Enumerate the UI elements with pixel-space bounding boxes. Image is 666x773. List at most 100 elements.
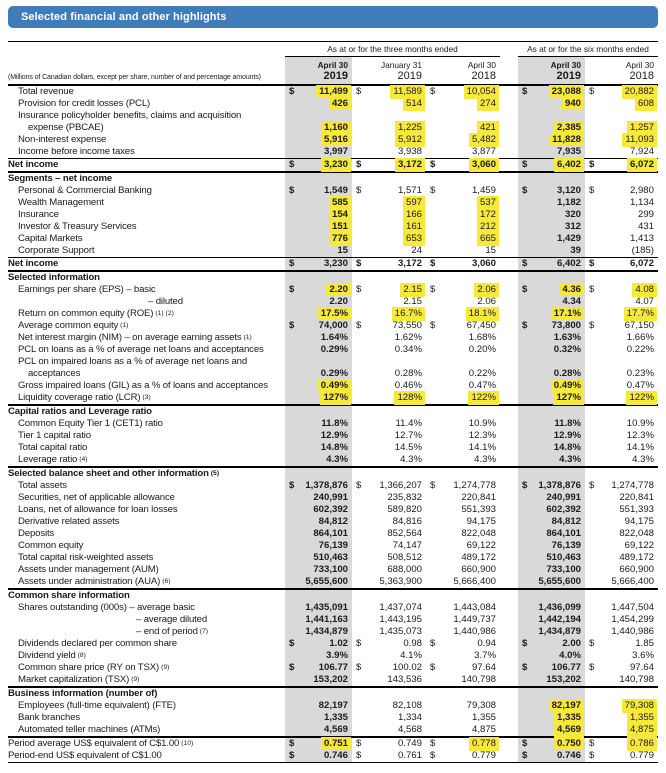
row-label: Net interest margin (NIM) – on average e…	[18, 332, 242, 343]
value: 0.29%	[320, 344, 348, 355]
value: 1.63%	[553, 332, 581, 343]
value: 1,378,876	[305, 480, 348, 491]
value-cell: $2.15	[352, 283, 426, 297]
table-row: Total capital ratio 14.8% 14.5% 14.1% 14.8% 1…	[8, 442, 658, 454]
value-cell: $106.77	[518, 662, 585, 674]
value-cell: 1,435,091	[285, 602, 352, 614]
value: 10.9%	[626, 418, 654, 429]
value: 7,924	[629, 146, 654, 157]
table-row: Market capitalization (TSX) (9) 153,202 143…	[8, 674, 658, 686]
row-label-cell: Period average US$ equivalent of C$1.00(…	[8, 738, 285, 750]
highlighted-value: 2,385	[553, 121, 584, 135]
units-note: (Millions of Canadian dollars, except pe…	[8, 74, 261, 81]
value: 1,442,194	[538, 614, 581, 625]
table-row: Period-end US$ equivalent of C$1.00 $0.74…	[8, 750, 658, 763]
value: 1,429	[556, 233, 581, 244]
value-cell: $0.750	[518, 737, 585, 751]
value-cell: 1,257	[585, 110, 658, 135]
dollar-sign: $	[430, 480, 436, 491]
value-cell: 0.23%	[585, 356, 658, 380]
table-header: As at or for the three months ended As a…	[8, 41, 658, 86]
value: 84,812	[551, 516, 581, 527]
value-cell: 143,536	[352, 674, 426, 686]
value-cell: $97.64	[585, 662, 658, 674]
value-cell: 589,820	[352, 504, 426, 516]
value-cell: $67,450	[426, 320, 500, 332]
value-cell: 16.7%	[352, 307, 426, 321]
value-cell: 12.9%	[285, 430, 352, 442]
highlighted-value: 2.06	[474, 283, 499, 297]
value: 94,175	[466, 516, 496, 527]
highlighted-value: 1,355	[626, 711, 657, 725]
value-cell: 1,160	[285, 110, 352, 135]
value-cell: 84,812	[285, 516, 352, 528]
value-cell: 18.1%	[426, 307, 500, 321]
value-cell: 1.68%	[426, 332, 500, 344]
table-row: Gross impaired loans (GIL) as a % of loa…	[8, 379, 658, 393]
group-gap	[500, 712, 518, 724]
row-label: Common Equity Tier 1 (CET1) ratio	[18, 418, 163, 429]
value: 100.02	[392, 662, 422, 673]
row-label: Gross impaired loans (GIL) as a % of loa…	[18, 380, 268, 391]
row-label-cell: Capital ratios and Leverage ratio	[8, 406, 285, 418]
footnote-marker: (8)	[77, 652, 86, 659]
value: 4.3%	[400, 454, 422, 465]
highlighted-value: 0.751	[320, 737, 351, 751]
table-row: Personal & Commercial Banking $1,549 $1,57…	[8, 185, 658, 197]
value: 74,147	[392, 540, 422, 551]
table-row: – average diluted 1,441,163 1,443,195 1,449…	[8, 614, 658, 626]
row-label: Common equity	[18, 540, 84, 551]
value: 11.8%	[321, 418, 348, 429]
value-cell: 220,841	[585, 492, 658, 504]
value-cell: 153,202	[285, 674, 352, 686]
value-cell: 1.62%	[352, 332, 426, 344]
table-row: Average common equity (1) $74,000 $73,550 $6…	[8, 320, 658, 332]
value: 1,274,778	[611, 480, 654, 491]
dollar-sign: $	[522, 662, 528, 673]
value-cell	[285, 173, 352, 185]
row-label-cell: Corporate Support	[8, 245, 285, 257]
dollar-sign: $	[430, 159, 436, 170]
table-row: Assets under administration (AUA) (6) 5,65…	[8, 576, 658, 588]
dollar-sign: $	[589, 185, 595, 196]
value-cell: 10.9%	[426, 418, 500, 430]
value: 1,274,778	[453, 480, 496, 491]
value: 864,101	[313, 528, 348, 539]
value-cell: 489,172	[585, 552, 658, 564]
value-cell: 514	[352, 97, 426, 111]
value-cell: 1,454,299	[585, 614, 658, 626]
value: 12.9%	[320, 430, 348, 441]
value: 0.22%	[468, 368, 496, 379]
highlighted-value: 20,882	[621, 85, 657, 99]
value-cell: $0.779	[585, 750, 658, 762]
section-header-row: Common share information	[8, 588, 658, 602]
row-label: Segments – net income	[8, 173, 113, 184]
value-cell: 15	[426, 245, 500, 257]
value: 76,139	[551, 540, 581, 551]
row-label-cell: Business information (number of)	[8, 688, 285, 700]
dollar-sign: $	[289, 662, 295, 673]
value: 1,443,084	[453, 602, 496, 613]
value: 602,392	[546, 504, 581, 515]
value-cell: 3.9%	[285, 650, 352, 662]
row-label: Liquidity coverage ratio (LCR)	[18, 392, 141, 403]
row-label: Period average US$ equivalent of C$1.00	[8, 738, 180, 749]
value-cell: $3,230	[285, 258, 352, 270]
highlighted-value: 18.1%	[465, 307, 499, 321]
value-cell: 0.46%	[352, 380, 426, 392]
dollar-sign: $	[589, 284, 595, 295]
value-cell: 299	[585, 209, 658, 221]
value: 140,798	[461, 674, 496, 685]
value-cell: $2.00	[518, 638, 585, 650]
row-label: Provision for credit losses (PCL)	[18, 98, 151, 109]
value: 0.47%	[468, 380, 496, 391]
value: 3,060	[471, 258, 496, 269]
highlighted-value: 3,172	[394, 158, 425, 172]
footnote-marker: (9)	[131, 676, 140, 683]
value-cell: 551,393	[426, 504, 500, 516]
value-cell: 14.5%	[352, 442, 426, 454]
period-group-header-row: As at or for the three months ended As a…	[8, 41, 658, 57]
row-label-cell: PCL on loans as a % of average net loans…	[8, 344, 285, 356]
value: 76,139	[318, 540, 348, 551]
group-gap	[500, 576, 518, 588]
